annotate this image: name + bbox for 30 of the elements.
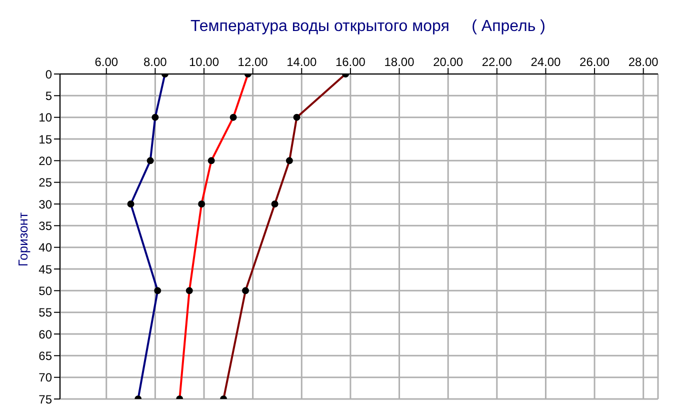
y-tick-label: 45 [38,262,52,276]
y-tick-label: 15 [38,132,52,146]
y-tick-label: 50 [38,284,52,298]
chart-title: Температура воды открытого моря ( Апрель ) [190,17,546,37]
y-tick-label: 55 [38,306,52,320]
x-tick-label: 6.00 [94,55,118,69]
y-tick-label: 0 [45,67,52,82]
x-tick-label: 28.00 [628,55,659,69]
x-tick-label: 14.00 [286,55,317,69]
x-tick-label: 22.00 [482,55,512,69]
y-tick-label: 20 [38,154,52,168]
y-tick-label: 30 [38,197,52,212]
y-tick-label: 70 [38,370,52,385]
x-tick-label: 20.00 [433,55,464,69]
y-tick-label: 25 [38,176,52,190]
x-tick-label: 8.00 [144,55,168,69]
y-tick-label: 60 [38,327,52,342]
y-tick-label: 40 [38,240,52,255]
y-axis-title: Горизонт [16,212,31,266]
x-tick-label: 10.00 [188,55,220,69]
x-tick-label: 16.00 [335,55,366,69]
y-tick-label: 75 [38,392,52,406]
y-tick-label: 5 [45,88,52,103]
x-tick-label: 12.00 [238,55,268,69]
y-tick-label: 35 [38,218,52,233]
y-tick-label: 65 [38,348,52,363]
x-tick-label: 26.00 [580,55,610,69]
y-tick-label: 10 [38,110,52,125]
x-tick-label: 24.00 [530,55,562,69]
x-tick-label: 18.00 [384,55,415,69]
